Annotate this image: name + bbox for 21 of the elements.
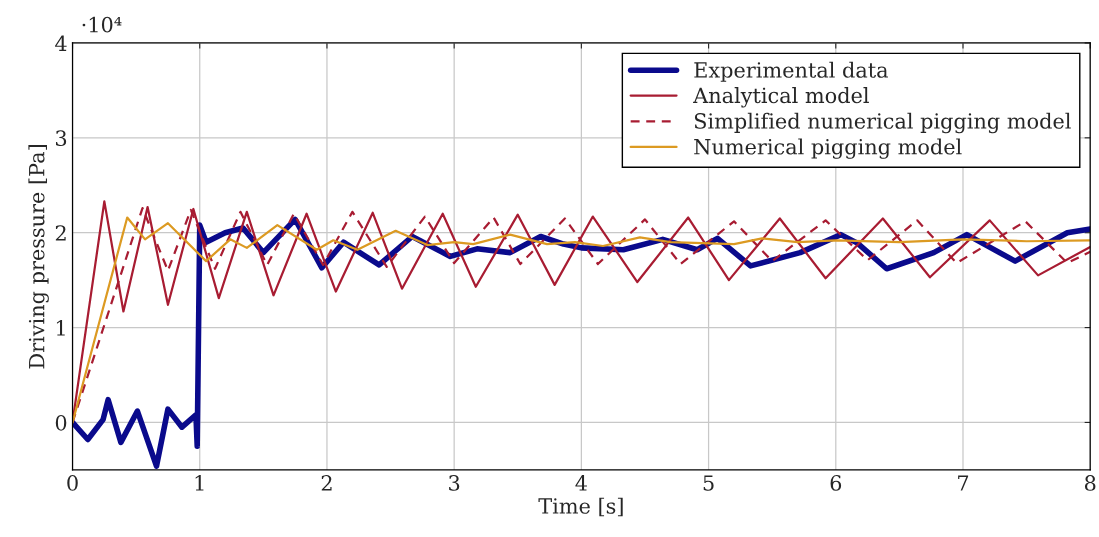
x-tick-label: 0 — [67, 475, 78, 491]
y-tick-label: 3 — [56, 130, 67, 147]
x-tick-label: 7 — [958, 475, 969, 491]
text: ·10⁴ — [82, 16, 122, 33]
y-tick-label: 4 — [55, 35, 67, 51]
y-axis-title: Driving pressure [Pa] — [28, 145, 49, 369]
x-tick-label: 5 — [703, 475, 714, 491]
legend-label: Numerical pigging model — [694, 138, 962, 159]
x-tick-label: 8 — [1084, 475, 1096, 491]
legend-label: Analytical model — [693, 87, 869, 108]
y-tick-label: 0 — [55, 414, 67, 431]
x-tick-label: 6 — [830, 475, 842, 491]
y-tick-label: 1 — [56, 320, 65, 336]
x-axis-title: Time [s] — [538, 497, 623, 517]
x-tick-label: 4 — [575, 475, 587, 491]
y-tick-label: 2 — [55, 225, 66, 241]
legend-label: Simplified numerical pigging model — [694, 112, 1071, 134]
x-tick-label: 2 — [321, 475, 332, 491]
x-tick-label: 3 — [449, 475, 460, 491]
legend-label: Experimental data — [694, 61, 888, 82]
x-tick-label: 1 — [195, 475, 204, 491]
